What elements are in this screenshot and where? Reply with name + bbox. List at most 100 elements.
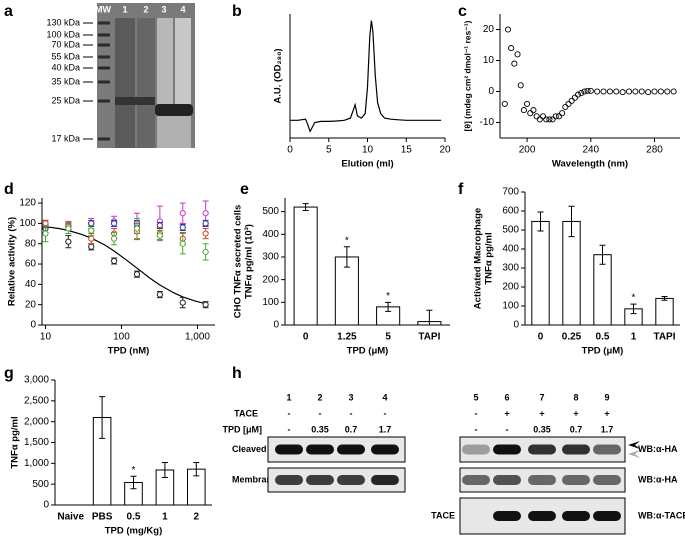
y-tick-label: 700 bbox=[502, 187, 519, 198]
x-tick-label: 0.25 bbox=[562, 332, 582, 343]
lane-label: 4 bbox=[180, 4, 185, 14]
point bbox=[514, 51, 521, 58]
y-tick-label: 2,000 bbox=[24, 416, 49, 427]
gel-lane bbox=[175, 18, 191, 108]
point bbox=[88, 227, 95, 234]
x-tick-label: 0 bbox=[303, 332, 309, 343]
blot-band bbox=[493, 475, 521, 485]
tace-sign: + bbox=[504, 408, 509, 418]
tace-sign: + bbox=[604, 408, 609, 418]
blot-band bbox=[562, 475, 590, 485]
point bbox=[543, 116, 550, 123]
lane-label: 2 bbox=[143, 4, 148, 14]
bar bbox=[293, 206, 318, 326]
error-bar bbox=[193, 462, 200, 477]
x-tick-label: PBS bbox=[92, 512, 113, 523]
lane-number: 3 bbox=[348, 392, 353, 402]
bar bbox=[531, 220, 550, 326]
arrowhead bbox=[628, 441, 640, 449]
gel-lane bbox=[115, 18, 135, 148]
point bbox=[613, 88, 620, 95]
blot-probe: WB:α-HA bbox=[638, 444, 678, 454]
lane-number: 9 bbox=[604, 392, 609, 402]
error-bar bbox=[599, 244, 606, 265]
y-tick-label: 120 bbox=[19, 198, 36, 209]
point bbox=[594, 88, 601, 95]
y-tick-label: 100 bbox=[19, 218, 36, 229]
lane-label: 3 bbox=[161, 4, 166, 14]
error-bar bbox=[302, 203, 309, 211]
y-tick-label: 60 bbox=[25, 259, 37, 270]
y-tick-label: 200 bbox=[262, 274, 279, 285]
blot-band bbox=[562, 511, 590, 521]
ladder-band bbox=[98, 99, 110, 103]
error-bar bbox=[630, 303, 637, 315]
lane-label: 1 bbox=[122, 4, 127, 14]
point bbox=[645, 89, 652, 96]
point bbox=[179, 224, 186, 231]
y-axis-label: A.U. (OD₂₈₀) bbox=[273, 48, 284, 103]
tpd-dose: - bbox=[288, 424, 291, 434]
point bbox=[42, 230, 49, 237]
x-tick-label: 20 bbox=[439, 145, 451, 156]
x-axis-label: TPD (nM) bbox=[108, 346, 150, 357]
x-tick-label: 5 bbox=[326, 145, 332, 156]
point bbox=[530, 107, 537, 114]
error-bar bbox=[130, 475, 137, 490]
point bbox=[179, 240, 186, 247]
blot-row-label: TACE bbox=[431, 510, 455, 520]
y-tick-label: 200 bbox=[502, 282, 519, 293]
bar bbox=[593, 254, 612, 326]
blot-probe: WB:α-TACE bbox=[638, 510, 685, 520]
y-tick-label: 40 bbox=[25, 279, 37, 290]
point bbox=[501, 100, 508, 107]
lane-number: 4 bbox=[382, 392, 387, 402]
tace-sign: + bbox=[539, 408, 544, 418]
x-axis-label: TPD (mg/Kg) bbox=[105, 526, 163, 537]
marker-label: 25 kDa bbox=[51, 95, 80, 105]
point bbox=[657, 88, 664, 95]
point bbox=[202, 248, 209, 255]
point bbox=[65, 238, 72, 245]
point bbox=[202, 210, 209, 217]
blot-band bbox=[275, 444, 303, 455]
error-bar bbox=[426, 309, 433, 326]
point bbox=[581, 88, 588, 95]
tpd-dose: 1.7 bbox=[601, 424, 614, 434]
point bbox=[527, 110, 534, 117]
tace-sign: - bbox=[475, 408, 478, 418]
tpd-dose: 1.7 bbox=[379, 424, 392, 434]
arrowhead bbox=[628, 450, 640, 458]
point bbox=[565, 100, 572, 107]
significance-star: * bbox=[132, 465, 136, 476]
ladder-band bbox=[98, 80, 110, 84]
ladder-band bbox=[98, 66, 110, 70]
error-bar bbox=[161, 462, 168, 478]
panel-letter: h bbox=[232, 365, 242, 382]
error-bar bbox=[537, 211, 544, 232]
point bbox=[179, 299, 186, 306]
point bbox=[632, 88, 639, 95]
blot-band bbox=[493, 511, 521, 521]
ladder-band bbox=[98, 43, 110, 47]
y-tick-label: 10 bbox=[483, 55, 495, 66]
x-tick-label: TAPI bbox=[418, 332, 440, 343]
marker-label: 70 kDa bbox=[51, 39, 80, 49]
point bbox=[156, 232, 163, 239]
panel-letter: c bbox=[458, 3, 467, 20]
point bbox=[651, 88, 658, 95]
marker-label: 40 kDa bbox=[51, 62, 80, 72]
marker-label: 35 kDa bbox=[51, 76, 80, 86]
x-tick-label: Naive bbox=[57, 512, 84, 523]
marker-label: 100 kDa bbox=[46, 29, 80, 39]
lane-number: 6 bbox=[504, 392, 509, 402]
point bbox=[111, 257, 118, 265]
y-axis-label: TNFα pg/ml (10³) bbox=[244, 224, 255, 299]
point bbox=[670, 88, 677, 95]
x-tick-label: 100 bbox=[113, 332, 130, 343]
point bbox=[638, 88, 645, 95]
tpd-dose: 0.35 bbox=[311, 424, 329, 434]
point bbox=[568, 97, 575, 104]
tace-sign: - bbox=[350, 408, 353, 418]
